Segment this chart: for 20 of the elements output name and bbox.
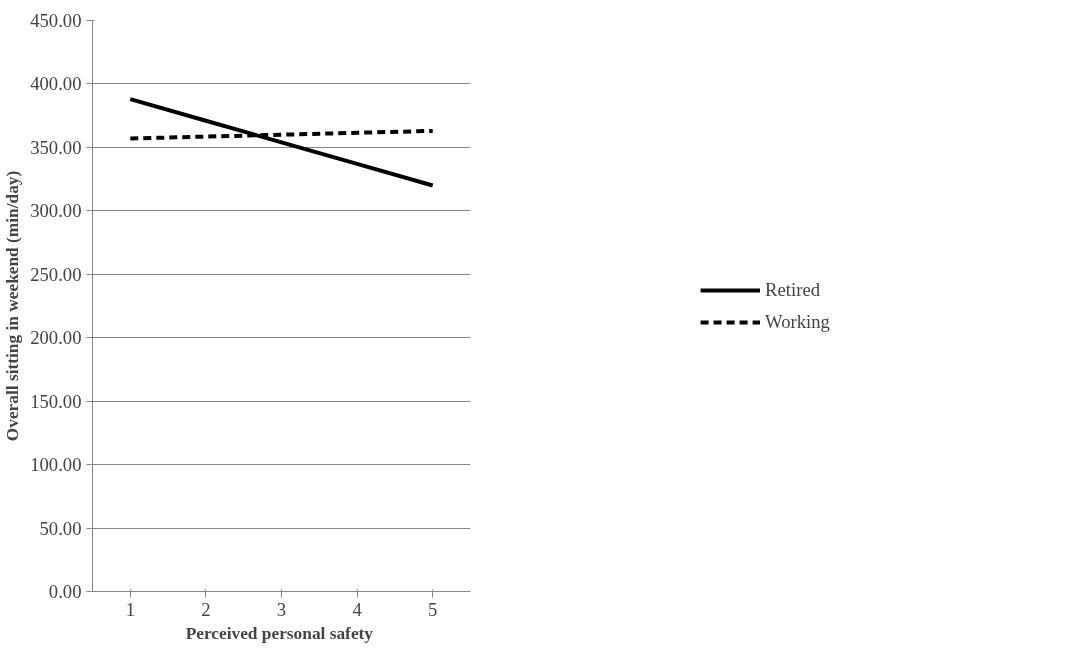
y-tick-label: 450.00 [30, 10, 82, 31]
x-tick-label: 2 [201, 598, 211, 620]
line-series [128, 97, 435, 188]
y-tick-label: 250.00 [30, 263, 82, 285]
x-tick-label: 1 [125, 598, 135, 620]
x-tick-label: 5 [428, 598, 438, 620]
y-tick-label: 350.00 [30, 136, 82, 158]
legend-label: Retired [765, 278, 821, 301]
x-tick-label: 4 [352, 598, 363, 620]
legend-label: Working [765, 310, 830, 333]
y-tick-label: 300.00 [30, 200, 82, 222]
y-tick-label: 150.00 [30, 390, 82, 412]
y-tick-label: 400.00 [30, 73, 82, 95]
x-tick-label: 3 [276, 598, 287, 620]
y-tick-label: 100.00 [30, 454, 82, 476]
x-axis-title: Perceived personal safety [185, 623, 374, 643]
y-tick-label: 0.00 [48, 581, 82, 602]
y-axis-title: Overall sitting in weekend (min/day) [3, 170, 23, 442]
y-tick-label: 200.00 [30, 327, 82, 349]
y-tick-label: 50.00 [39, 517, 82, 539]
